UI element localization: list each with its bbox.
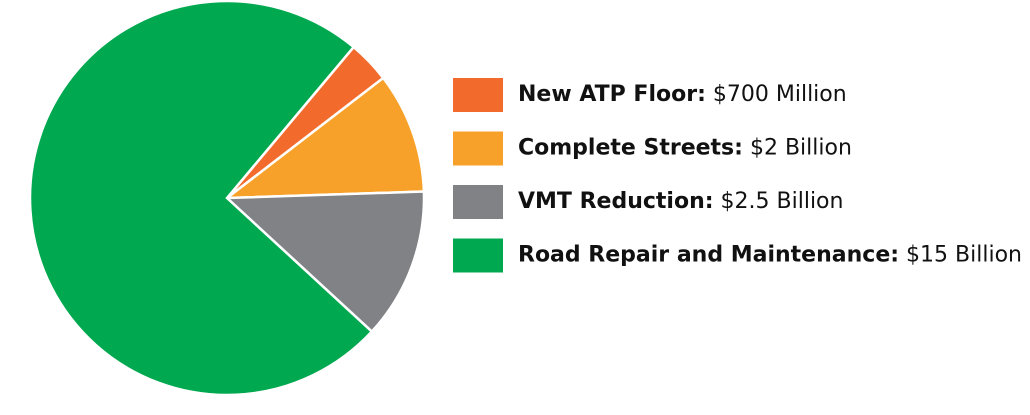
legend-category: VMT Reduction:	[518, 189, 714, 214]
legend-swatch	[453, 78, 503, 112]
pie-slice	[223, 190, 426, 334]
legend-category: Road Repair and Maintenance:	[518, 243, 899, 268]
legend-value: $2.5 Billion	[721, 189, 844, 214]
legend-swatch	[453, 131, 503, 166]
legend-value: $2 Billion	[750, 136, 852, 161]
legend-category: New ATP Floor:	[518, 82, 706, 107]
legend-value: $700 Million	[713, 82, 847, 107]
pie-slice	[223, 76, 426, 200]
legend-label: VMT Reduction: $2.5 Billion	[518, 189, 843, 214]
pie-slice	[28, 0, 374, 397]
legend-label: New ATP Floor: $700 Million	[518, 82, 847, 107]
legend-label: Road Repair and Maintenance: $15 Billion	[518, 243, 1022, 268]
legend-label: Complete Streets: $2 Billion	[518, 136, 852, 161]
legend-swatch	[453, 185, 503, 219]
legend-value: $15 Billion	[906, 243, 1022, 268]
legend-category: Complete Streets:	[518, 136, 743, 161]
legend-swatch	[453, 238, 503, 273]
